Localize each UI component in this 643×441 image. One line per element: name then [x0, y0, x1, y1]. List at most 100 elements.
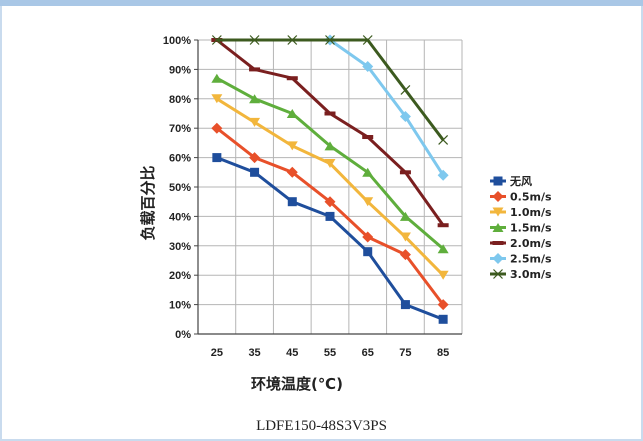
data-point: [437, 223, 449, 228]
data-point: [211, 122, 223, 134]
data-point: [211, 94, 223, 104]
legend-label: 1.0m/s: [510, 206, 552, 219]
data-point: [211, 73, 223, 83]
x-tick-label: 85: [437, 347, 449, 359]
legend-item: 无风: [490, 174, 532, 188]
data-point: [325, 211, 335, 221]
legend: 无风 0.5m/s 1.0m/s 1.5m/s 2.0m/s 2.5m/s 3.0m/s: [490, 174, 552, 281]
y-tick-label: 90%: [169, 64, 191, 76]
series-3: [211, 73, 449, 254]
data-point: [362, 167, 374, 177]
tick-labels: 0% 10% 20% 30% 40% 50% 60% 70% 80% 90% 100% 25 35 45 5…: [163, 35, 449, 359]
data-point: [438, 314, 448, 324]
data-point: [399, 232, 411, 242]
legend-swatch-marker: [492, 191, 504, 202]
data-point: [400, 85, 411, 95]
legend-swatch-marker: [493, 176, 503, 186]
series-2: [211, 94, 449, 280]
legend-swatch-marker: [493, 269, 503, 279]
data-point: [437, 169, 449, 181]
data-point: [286, 166, 298, 178]
y-tick-label: 80%: [169, 94, 191, 106]
x-tick-label: 65: [362, 347, 374, 359]
x-axis-title: 环境温度(℃): [251, 375, 343, 393]
grid-lines: [197, 39, 463, 335]
y-tick-label: 100%: [163, 35, 191, 47]
y-tick-label: 50%: [169, 182, 191, 194]
data-point: [400, 300, 410, 310]
data-point: [249, 35, 260, 45]
y-tick-label: 30%: [169, 241, 191, 253]
y-tick-label: 70%: [169, 123, 191, 135]
data-point: [362, 35, 373, 45]
legend-item: 2.0m/s: [490, 237, 552, 250]
data-point: [437, 270, 449, 280]
legend-swatch-marker: [492, 241, 504, 245]
data-point: [362, 135, 374, 140]
legend-item: 1.5m/s: [490, 222, 552, 235]
data-point: [399, 170, 411, 175]
data-point: [324, 158, 336, 168]
series-lines: [211, 34, 449, 324]
legend-item: 2.5m/s: [490, 253, 552, 266]
series-1: [211, 122, 449, 311]
data-point: [437, 299, 449, 311]
data-point: [438, 135, 449, 145]
data-point: [249, 152, 261, 164]
legend-label: 1.5m/s: [510, 222, 552, 235]
data-point: [325, 35, 335, 45]
data-point: [286, 141, 298, 151]
y-tick-label: 10%: [169, 300, 191, 312]
data-point: [249, 94, 261, 104]
y-tick-label: 0%: [175, 329, 191, 341]
legend-swatch-marker: [492, 253, 504, 264]
legend-label: 2.0m/s: [510, 237, 552, 250]
y-tick-label: 20%: [169, 270, 191, 282]
x-tick-label: 75: [399, 347, 411, 359]
data-point: [287, 35, 298, 45]
data-point: [399, 110, 411, 122]
legend-item: 1.0m/s: [490, 206, 552, 219]
data-point: [286, 76, 298, 81]
data-point: [286, 109, 298, 118]
data-point: [399, 249, 411, 261]
data-point: [249, 67, 261, 72]
data-point: [363, 247, 373, 257]
series-0: [212, 153, 448, 324]
legend-label: 0.5m/s: [510, 191, 552, 204]
data-point: [249, 117, 261, 127]
legend-swatch-marker: [492, 223, 504, 232]
legend-label: 3.0m/s: [510, 268, 552, 281]
y-tick-label: 40%: [169, 211, 191, 223]
data-point: [324, 196, 336, 208]
data-point: [362, 231, 374, 243]
data-point: [362, 60, 374, 72]
y-tick-label: 60%: [169, 153, 191, 165]
series-line: [329, 38, 445, 177]
legend-item: 0.5m/s: [490, 191, 552, 204]
data-point: [399, 211, 411, 221]
legend-label: 无风: [509, 174, 532, 188]
data-point: [324, 111, 336, 116]
top-border-bar: [0, 0, 643, 6]
legend-label: 2.5m/s: [510, 253, 552, 266]
x-tick-label: 25: [211, 347, 223, 359]
data-point: [287, 197, 297, 207]
axes: [194, 39, 462, 335]
figure-caption: LDFE150-48S3V3PS: [256, 418, 387, 434]
data-point: [362, 197, 374, 207]
series-line: [216, 156, 444, 321]
series-6: [211, 35, 449, 145]
data-point: [324, 141, 336, 151]
legend-item: 3.0m/s: [490, 268, 552, 281]
data-point: [250, 167, 260, 177]
x-tick-label: 45: [286, 347, 298, 359]
x-tick-label: 35: [248, 347, 260, 359]
legend-swatch-marker: [492, 207, 504, 217]
y-axis-title: 负载百分比: [139, 165, 157, 240]
x-tick-label: 55: [324, 347, 336, 359]
data-point: [437, 244, 449, 254]
data-point: [212, 153, 222, 163]
